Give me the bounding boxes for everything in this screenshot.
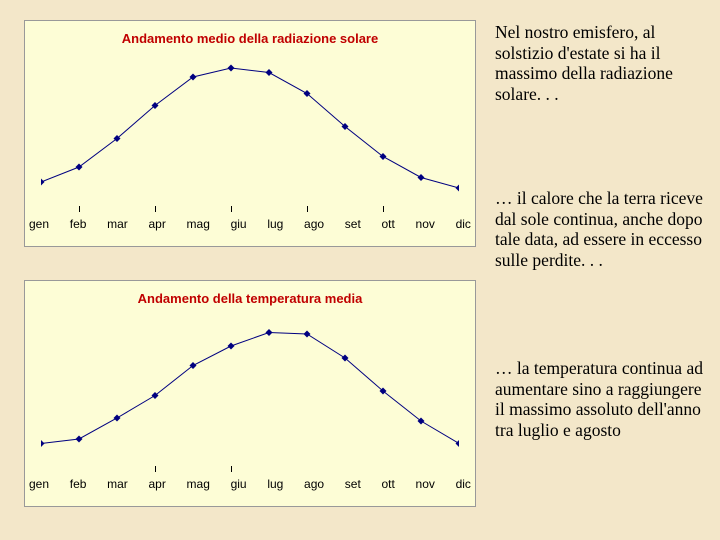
month-label: mag xyxy=(187,477,210,491)
month-label: mar xyxy=(107,217,128,231)
month-label: ott xyxy=(381,477,394,491)
month-label: giu xyxy=(231,217,247,231)
month-label: ott xyxy=(381,217,394,231)
month-label: lug xyxy=(267,217,283,231)
x-tick xyxy=(155,466,156,472)
month-label: feb xyxy=(70,217,87,231)
month-label: gen xyxy=(29,217,49,231)
month-label: gen xyxy=(29,477,49,491)
month-label: dic xyxy=(456,217,471,231)
month-label: set xyxy=(345,477,361,491)
temp-plot xyxy=(41,316,459,466)
month-label: mar xyxy=(107,477,128,491)
month-label: set xyxy=(345,217,361,231)
month-label: apr xyxy=(149,217,166,231)
solar-plot xyxy=(41,56,459,206)
month-label: dic xyxy=(456,477,471,491)
month-label: lug xyxy=(267,477,283,491)
month-label: nov xyxy=(416,477,435,491)
x-tick xyxy=(307,206,308,212)
solar-xlabels: gen feb mar apr mag giu lug ago set ott nov dic xyxy=(25,217,475,231)
x-tick xyxy=(231,206,232,212)
month-label: mag xyxy=(187,217,210,231)
temp-chart-title: Andamento della temperatura media xyxy=(25,291,475,306)
paragraph-3: … la temperatura continua ad aumentare s… xyxy=(495,358,705,441)
temp-chart: Andamento della temperatura media gen feb… xyxy=(24,280,476,507)
month-label: apr xyxy=(149,477,166,491)
month-label: ago xyxy=(304,477,324,491)
x-tick xyxy=(383,206,384,212)
month-label: feb xyxy=(70,477,87,491)
solar-chart: Andamento medio della radiazione solare … xyxy=(24,20,476,247)
month-label: ago xyxy=(304,217,324,231)
month-label: nov xyxy=(416,217,435,231)
solar-chart-title: Andamento medio della radiazione solare xyxy=(25,31,475,46)
x-tick xyxy=(231,466,232,472)
x-tick xyxy=(155,206,156,212)
paragraph-2: … il calore che la terra riceve dal sole… xyxy=(495,188,705,271)
temp-xlabels: gen feb mar apr mag giu lug ago set ott nov dic xyxy=(25,477,475,491)
x-tick xyxy=(79,206,80,212)
month-label: giu xyxy=(231,477,247,491)
paragraph-1: Nel nostro emisfero, al solstizio d'esta… xyxy=(495,22,705,105)
